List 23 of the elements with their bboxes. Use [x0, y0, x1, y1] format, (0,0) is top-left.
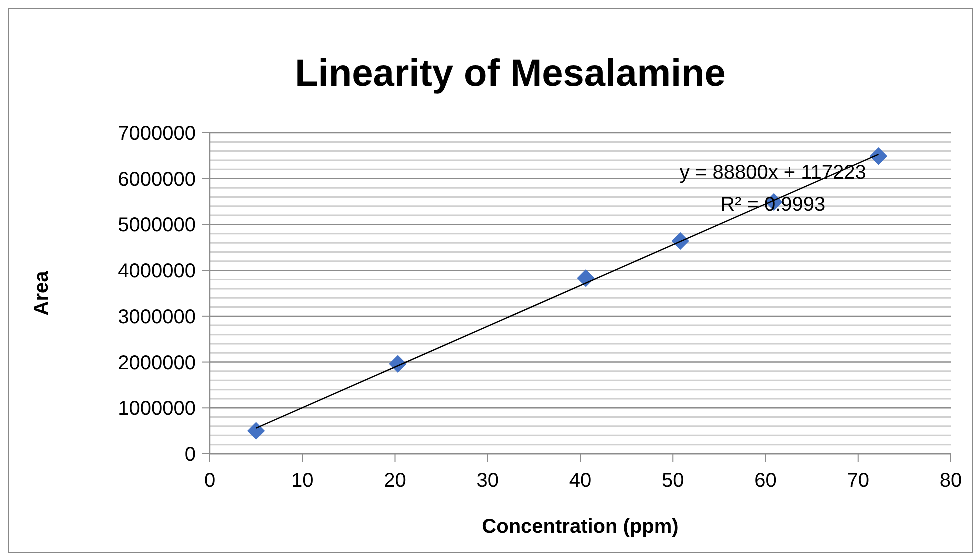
- y-tick-label: 4000000: [118, 260, 196, 283]
- x-tick-label: 10: [292, 470, 314, 492]
- chart-title: Linearity of Mesalamine: [295, 53, 726, 95]
- x-axis-title: Concentration (ppm): [482, 516, 679, 538]
- y-tick-label: 5000000: [118, 214, 196, 237]
- x-tick-label: 30: [476, 470, 499, 492]
- point: [247, 422, 266, 440]
- x-tick-label: 40: [569, 470, 592, 492]
- y-tick-label: 1000000: [118, 398, 196, 420]
- x-tick-label: 20: [384, 470, 406, 492]
- x-tick-label: 0: [204, 470, 216, 492]
- x-tick-label: 60: [754, 470, 777, 492]
- point: [870, 148, 888, 166]
- x-tick-label: 50: [662, 470, 684, 492]
- x-tick-label: 80: [940, 470, 962, 492]
- y-axis-title: Area: [31, 270, 53, 316]
- y-tick-label: 7000000: [118, 123, 196, 145]
- y-tick-label: 2000000: [118, 352, 196, 374]
- y-tick-label: 6000000: [118, 168, 196, 191]
- y-tick-label: 0: [184, 444, 196, 466]
- point: [577, 270, 595, 288]
- x-tick-label: 70: [847, 470, 870, 492]
- y-tick-label: 3000000: [118, 306, 196, 328]
